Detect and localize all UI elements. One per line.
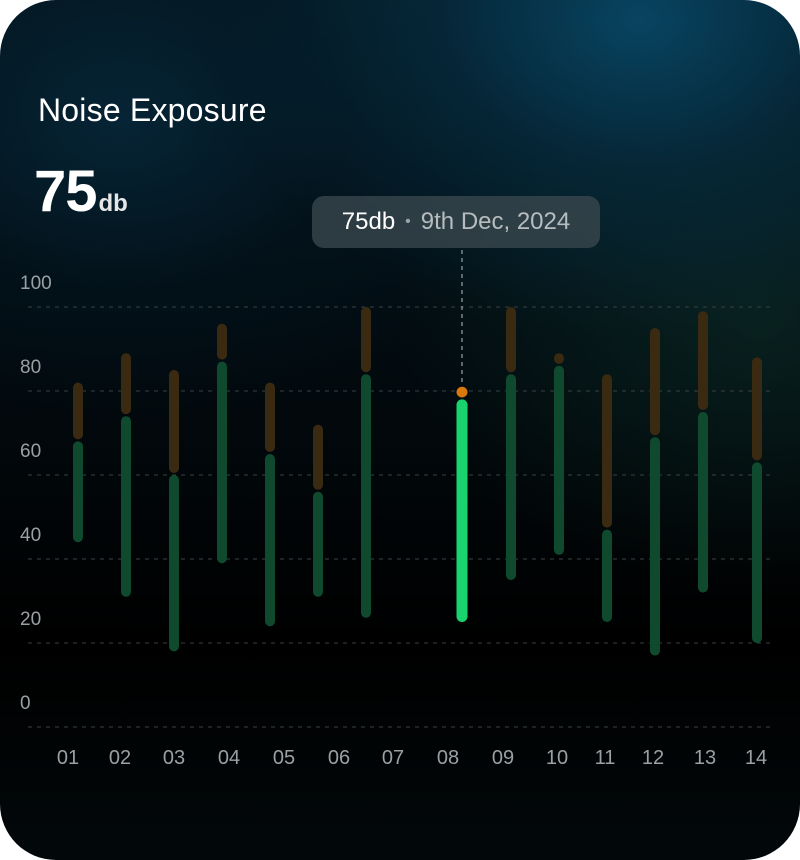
x-tick-label: 12 — [642, 747, 664, 769]
data-tooltip: 75db • 9th Dec, 2024 — [312, 196, 600, 248]
current-value: 75db — [34, 158, 128, 225]
bar-upper-09 — [506, 307, 516, 373]
bar-lower-05 — [265, 454, 275, 627]
x-tick-label: 13 — [694, 747, 716, 769]
bar-lower-14 — [752, 462, 762, 643]
tooltip-separator: • — [405, 213, 411, 230]
x-tick-label: 14 — [745, 747, 767, 769]
bar-upper-05 — [265, 382, 275, 452]
bar-lower-01 — [73, 441, 83, 543]
bar-upper-03 — [169, 370, 179, 473]
bar-upper-10 — [554, 353, 564, 364]
current-value-number: 75 — [34, 159, 98, 224]
tooltip-value: 75db — [341, 208, 396, 235]
bar-lower-03 — [169, 475, 179, 652]
bars — [73, 250, 762, 656]
bar-lower-13 — [698, 412, 708, 593]
x-tick-label: 09 — [492, 747, 514, 769]
bar-upper-12 — [650, 328, 660, 436]
x-tick-label: 07 — [382, 747, 404, 769]
bar-upper-08 — [456, 386, 468, 398]
bar-upper-01 — [73, 382, 83, 440]
y-tick-label: 40 — [20, 525, 41, 546]
y-tick-label: 60 — [20, 441, 41, 462]
y-tick-label: 100 — [20, 273, 52, 294]
current-value-unit: db — [98, 190, 128, 217]
bar-lower-08 — [456, 399, 468, 622]
bar-upper-13 — [698, 311, 708, 410]
y-tick-label: 80 — [20, 357, 41, 378]
x-tick-label: 02 — [109, 747, 131, 769]
bar-upper-14 — [752, 357, 762, 461]
x-tick-label: 06 — [328, 747, 350, 769]
x-tick-label: 04 — [218, 747, 240, 769]
bar-lower-04 — [217, 361, 227, 564]
bar-lower-11 — [602, 529, 612, 622]
bar-upper-07 — [361, 307, 371, 373]
y-tick-label: 0 — [20, 693, 31, 714]
bar-upper-02 — [121, 353, 131, 415]
x-tick-label: 05 — [273, 747, 295, 769]
x-tick-label: 03 — [163, 747, 185, 769]
x-tick-label: 01 — [57, 747, 79, 769]
y-axis-ticks: 0 20 40 60 80 100 — [20, 273, 52, 714]
bar-upper-11 — [602, 374, 612, 528]
tooltip-date: 9th Dec, 2024 — [420, 208, 571, 235]
bar-upper-06 — [313, 424, 323, 490]
x-tick-label: 11 — [595, 747, 616, 769]
bar-lower-10 — [554, 365, 564, 555]
x-tick-label: 08 — [437, 747, 459, 769]
bar-lower-07 — [361, 374, 371, 618]
x-tick-label: 10 — [546, 747, 568, 769]
bar-lower-09 — [506, 374, 516, 580]
bar-lower-02 — [121, 416, 131, 597]
bar-upper-04 — [217, 323, 227, 360]
x-axis-ticks: 01 02 03 04 05 06 07 08 09 10 11 12 13 14 — [57, 747, 767, 769]
bar-lower-12 — [650, 437, 660, 656]
grid-lines — [28, 306, 772, 728]
y-tick-label: 20 — [20, 609, 41, 630]
card-title: Noise Exposure — [38, 92, 267, 128]
bar-lower-06 — [313, 491, 323, 597]
